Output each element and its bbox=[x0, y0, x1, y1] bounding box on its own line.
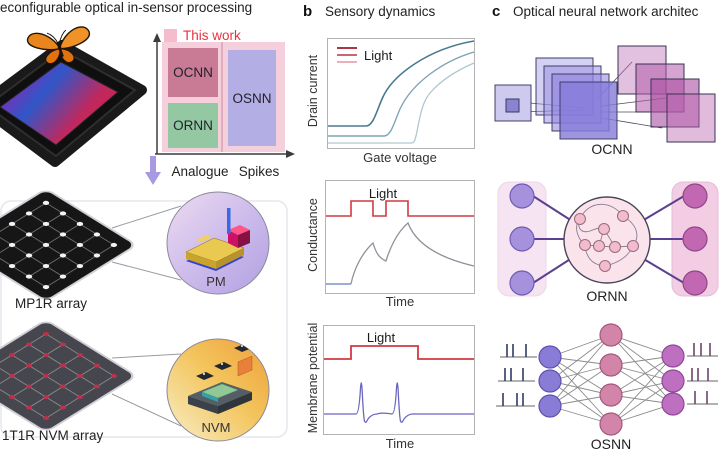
device-arrays-panel: PM MP1R array bbox=[0, 190, 288, 443]
sensor-chip bbox=[0, 40, 147, 167]
ocnn-region bbox=[168, 48, 218, 97]
light-pulse-trace bbox=[326, 200, 474, 217]
plot3-y-label: Membrane potential bbox=[306, 322, 320, 434]
osnn-input-nodes bbox=[538, 345, 562, 418]
osnn-label: OSNN bbox=[590, 436, 632, 450]
network-type-chart: This work OCNN ORNN OSNN Analogue Spikes bbox=[153, 28, 295, 179]
ocnn-diagram bbox=[494, 45, 716, 143]
ornn-output-nodes bbox=[682, 183, 708, 296]
drain-current-plot: Light bbox=[327, 38, 475, 149]
legend-label: This work bbox=[183, 28, 241, 43]
osnn-output-nodes bbox=[661, 344, 685, 416]
nvm-label: NVM bbox=[202, 420, 231, 435]
osnn-connections bbox=[549, 334, 674, 425]
mp1r-array-illustration bbox=[0, 190, 134, 300]
osnn-hidden-nodes bbox=[599, 323, 623, 436]
light-pulse-trace bbox=[324, 345, 474, 360]
pm-device-inset: PM bbox=[166, 191, 270, 295]
ornn-connections bbox=[532, 195, 685, 284]
conductance-plot: Light bbox=[325, 180, 475, 294]
pm-zoom-lines bbox=[111, 205, 182, 281]
spike-trace bbox=[324, 382, 474, 423]
transfer-curves bbox=[328, 40, 474, 144]
plot2-x-label: Time bbox=[385, 294, 415, 309]
t1r-array-label: 1T1R NVM array bbox=[2, 428, 104, 443]
image-sensor-illustration bbox=[0, 26, 161, 185]
mp1r-array-label: MP1R array bbox=[15, 296, 87, 311]
t1r-array-illustration bbox=[0, 321, 134, 431]
x-label-spikes: Spikes bbox=[239, 164, 280, 179]
panel-a-title: econfigurable optical in-sensor processi… bbox=[0, 0, 253, 15]
ocnn-kernel-square bbox=[505, 98, 520, 113]
plot1-legend-label: Light bbox=[364, 48, 393, 63]
down-arrow-icon bbox=[145, 156, 161, 185]
ornn-input-nodes bbox=[509, 183, 535, 296]
butterfly-icon bbox=[26, 26, 90, 65]
ocnn-feature-maps-pink bbox=[617, 45, 716, 143]
plot2-legend-label: Light bbox=[369, 186, 398, 201]
ocnn-label: OCNN bbox=[591, 141, 633, 157]
osnn-region-label: OSNN bbox=[232, 91, 271, 106]
nvm-zoom-lines bbox=[111, 353, 182, 427]
ocnn-region-label: OCNN bbox=[173, 65, 213, 80]
plot2-y-label: Conductance bbox=[306, 198, 320, 272]
x-axis-arrowhead bbox=[286, 150, 295, 158]
x-label-analogue: Analogue bbox=[171, 164, 228, 179]
panel-c-title: Optical neural network architec bbox=[513, 4, 699, 19]
osnn-output-spike-trains bbox=[687, 343, 718, 405]
ornn-label: ORNN bbox=[586, 288, 628, 304]
plot3-legend-label: Light bbox=[367, 330, 396, 345]
osnn-input-spike-trains bbox=[496, 344, 537, 407]
ornn-region bbox=[168, 103, 218, 148]
nvm-device-inset: NVM bbox=[166, 338, 270, 442]
plot3-x-label: Time bbox=[385, 436, 415, 450]
osnn-diagram bbox=[496, 323, 718, 436]
panel-b-tag: b bbox=[303, 3, 313, 20]
ocnn-feature-maps-purple bbox=[535, 57, 618, 140]
plot1-y-label: Drain current bbox=[306, 54, 320, 128]
osnn-region bbox=[228, 50, 276, 146]
pm-label: PM bbox=[206, 274, 226, 289]
panel-b-title: Sensory dynamics bbox=[325, 4, 436, 19]
panel-c-tag: c bbox=[492, 3, 501, 20]
ornn-reservoir-nodes bbox=[574, 210, 639, 272]
conductance-curve bbox=[350, 221, 474, 285]
chart-axes bbox=[155, 40, 288, 155]
ornn-region-label: ORNN bbox=[173, 118, 213, 133]
light-intensity-legend: Light bbox=[337, 47, 393, 63]
membrane-potential-plot: Light bbox=[323, 325, 475, 435]
y-axis-arrowhead bbox=[153, 33, 161, 42]
ornn-diagram bbox=[497, 181, 719, 297]
plot1-x-label: Gate voltage bbox=[363, 150, 437, 165]
legend-swatch bbox=[164, 29, 177, 42]
